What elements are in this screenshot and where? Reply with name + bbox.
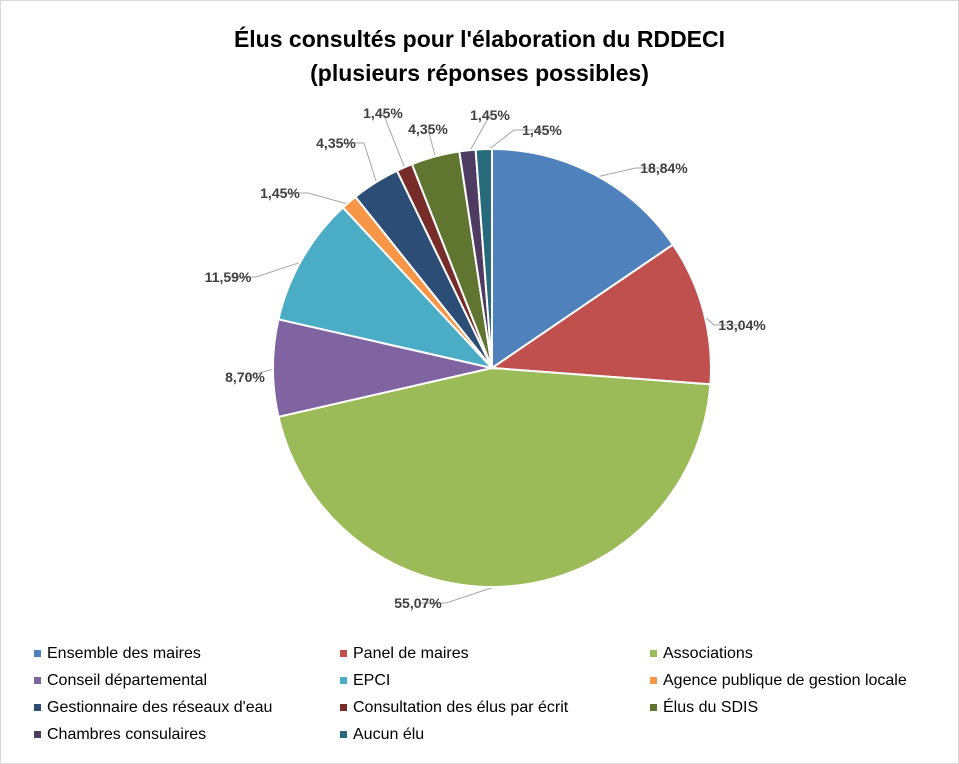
legend-item: Consultation des élus par écrit: [340, 697, 650, 718]
legend-label: Gestionnaire des réseaux d'eau: [47, 699, 273, 716]
data-label: 4,35%: [316, 135, 356, 151]
data-labels: 18,84% 13,04% 55,07% 8,70% 11,59% 1,45% 4,35% 1…: [205, 105, 767, 611]
legend-item: EPCI: [340, 670, 650, 691]
legend-label: Aucun élu: [353, 726, 425, 743]
leader-line: [382, 112, 407, 172]
legend-swatch: [340, 704, 347, 711]
legend-item: Conseil départemental: [34, 670, 340, 691]
title-line-2: (plusieurs réponses possibles): [310, 60, 649, 86]
legend-label: EPCI: [353, 672, 391, 689]
legend-item: Aucun élu: [340, 724, 650, 745]
legend-swatch: [34, 704, 41, 711]
legend-swatch: [650, 677, 657, 684]
chart-title: Élus consultés pour l'élaboration du RDD…: [0, 22, 959, 90]
legend-swatch: [340, 677, 347, 684]
legend-item: Agence publique de gestion locale: [650, 670, 950, 691]
pie-slice: [491, 147, 675, 370]
legend-swatch: [34, 731, 41, 738]
leader-lines: [228, 112, 742, 604]
data-label: 1,45%: [260, 185, 300, 201]
legend-swatch: [340, 731, 347, 738]
data-label: 1,45%: [522, 122, 562, 138]
data-label: 55,07%: [394, 595, 442, 611]
data-label: 1,45%: [470, 107, 510, 123]
legend-label: Élus du SDIS: [663, 699, 759, 716]
slices: [272, 147, 712, 588]
legend-swatch: [340, 650, 347, 657]
legend-label: Consultation des élus par écrit: [353, 699, 569, 716]
legend-item: Chambres consulaires: [34, 724, 340, 745]
data-label: 11,59%: [205, 269, 252, 285]
leader-line: [483, 129, 542, 154]
pie-slice: [277, 206, 495, 370]
legend-label: Associations: [663, 645, 753, 662]
legend-item: Gestionnaire des réseaux d'eau: [34, 697, 340, 718]
data-label: 4,35%: [408, 121, 448, 137]
legend-label: Chambres consulaires: [47, 726, 207, 743]
leader-line: [336, 142, 379, 187]
title-line-1: Élus consultés pour l'élaboration du RDD…: [233, 26, 726, 52]
legend-swatch: [650, 650, 657, 657]
legend-label: Conseil départemental: [47, 672, 208, 689]
legend-swatch: [34, 677, 41, 684]
legend-item: Associations: [650, 643, 950, 664]
pie-slice: [489, 243, 712, 386]
leader-line: [467, 114, 491, 155]
pie-slice: [474, 147, 493, 369]
data-label: 13,04%: [718, 317, 766, 333]
leader-line: [228, 260, 306, 278]
leader-line: [592, 167, 664, 179]
legend: Ensemble des maires Panel de maires Associ…: [34, 643, 954, 745]
data-label: 18,84%: [640, 160, 688, 176]
legend-swatch: [34, 650, 41, 657]
leader-line: [418, 581, 509, 604]
legend-swatch: [650, 704, 657, 711]
pie-slice: [277, 366, 712, 588]
data-label: 1,45%: [363, 105, 403, 121]
leader-line: [244, 367, 278, 378]
data-label: 8,70%: [225, 369, 265, 385]
leader-line: [280, 192, 352, 206]
leader-line: [427, 128, 437, 161]
legend-item: Élus du SDIS: [650, 697, 950, 718]
legend-label: Ensemble des maires: [47, 645, 201, 662]
legend-label: Agence publique de gestion locale: [663, 672, 907, 689]
legend-item: Panel de maires: [340, 643, 650, 664]
legend-label: Panel de maires: [353, 645, 469, 662]
legend-item: Ensemble des maires: [34, 643, 340, 664]
